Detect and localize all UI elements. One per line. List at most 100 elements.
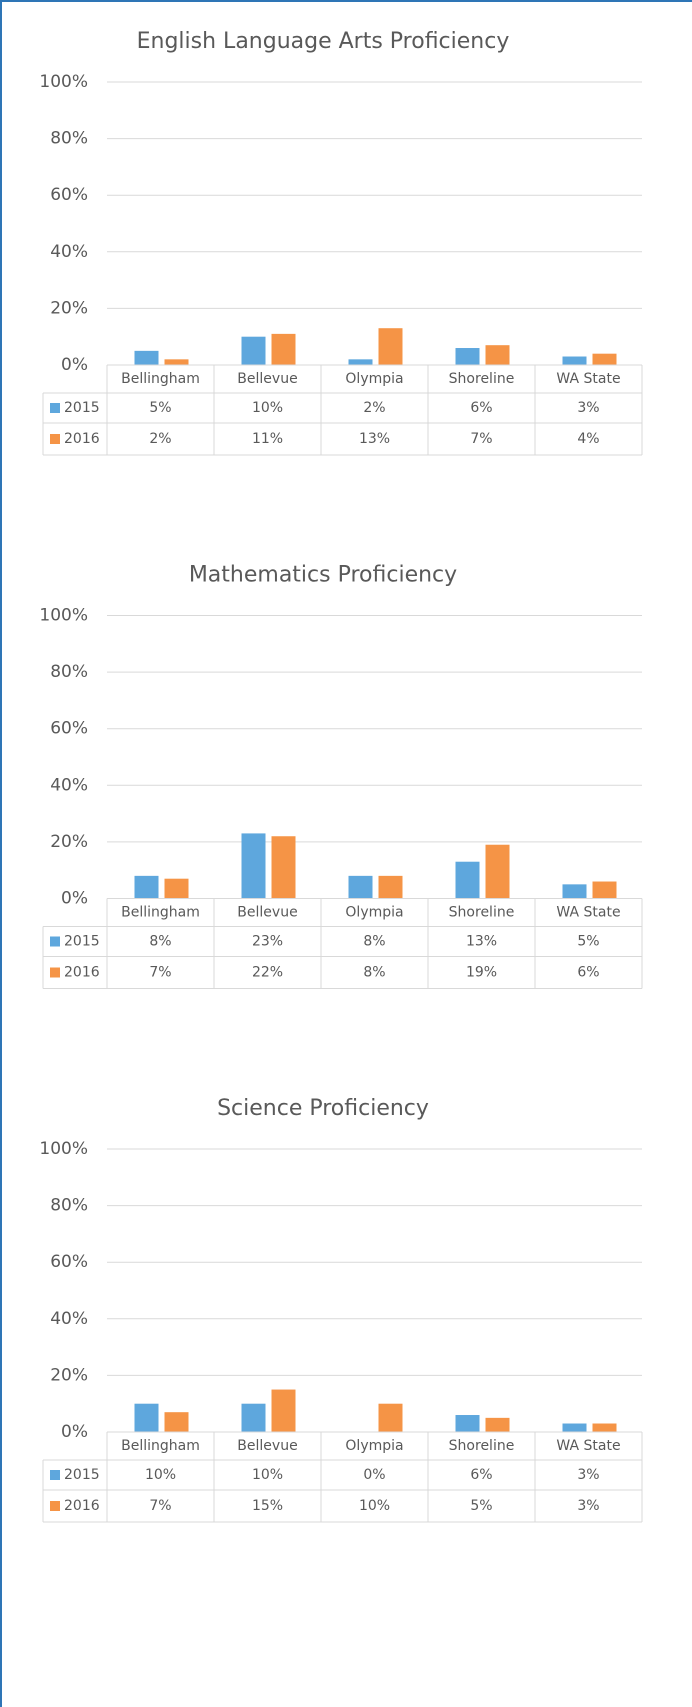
table-value: 2% [363, 400, 385, 416]
y-tick-label: 20% [50, 298, 88, 318]
bar [271, 1389, 296, 1432]
bar [271, 333, 296, 365]
table-value: 6% [470, 1467, 492, 1483]
y-tick-label: 0% [61, 1422, 88, 1442]
table-value: 5% [577, 934, 599, 950]
bar [378, 1403, 403, 1432]
category-label: Bellevue [237, 905, 297, 921]
y-tick-label: 40% [50, 242, 88, 262]
bar [164, 1412, 189, 1432]
table-value: 3% [577, 1467, 599, 1483]
table-value: 4% [577, 431, 599, 447]
legend-marker [50, 1470, 60, 1480]
y-tick-label: 0% [61, 355, 88, 375]
table-value: 2% [149, 431, 171, 447]
table-value: 0% [363, 1467, 385, 1483]
bar [455, 348, 480, 365]
legend-marker [50, 936, 60, 947]
y-tick-label: 20% [50, 1365, 88, 1385]
table-value: 7% [470, 431, 492, 447]
table-value: 6% [470, 400, 492, 416]
bar [562, 884, 587, 899]
legend-marker [50, 967, 60, 978]
table-value: 22% [252, 965, 283, 981]
bar [241, 833, 266, 899]
bar [134, 350, 159, 365]
bar [592, 881, 617, 899]
table-value: 5% [149, 400, 171, 416]
bar [592, 1423, 617, 1432]
category-label: Bellevue [237, 1438, 297, 1454]
bar [164, 878, 189, 899]
category-label: WA State [556, 905, 620, 921]
legend-label: 2015 [64, 1467, 100, 1483]
legend-marker [50, 403, 60, 413]
table-value: 11% [252, 431, 283, 447]
y-tick-label: 100% [39, 606, 88, 626]
legend-label: 2015 [64, 400, 100, 416]
category-label: Bellingham [121, 1438, 200, 1454]
legend-label: 2015 [64, 934, 100, 950]
table-value: 13% [359, 431, 390, 447]
chart-title: Mathematics Proficiency [189, 563, 457, 588]
legend-label: 2016 [64, 1498, 100, 1514]
bar [348, 359, 373, 365]
bar [485, 345, 510, 365]
table-value: 5% [470, 1498, 492, 1514]
legend-label: 2016 [64, 431, 100, 447]
y-tick-label: 20% [50, 832, 88, 852]
category-label: Olympia [345, 1438, 403, 1454]
bar [592, 353, 617, 365]
y-tick-label: 100% [39, 1139, 88, 1159]
table-value: 6% [577, 965, 599, 981]
table-value: 3% [577, 400, 599, 416]
table-value: 8% [363, 965, 385, 981]
table-value: 19% [466, 965, 497, 981]
bar [562, 356, 587, 365]
y-tick-label: 0% [61, 889, 88, 909]
y-tick-label: 80% [50, 1196, 88, 1216]
y-tick-label: 80% [50, 662, 88, 682]
table-value: 13% [466, 934, 497, 950]
bar [134, 875, 159, 899]
bar [455, 1415, 480, 1432]
table-value: 10% [145, 1467, 176, 1483]
category-label: WA State [556, 371, 620, 387]
bar [562, 1423, 587, 1432]
legend-label: 2016 [64, 965, 100, 981]
bar [485, 1417, 510, 1432]
category-label: Shoreline [449, 371, 515, 387]
table-value: 10% [252, 400, 283, 416]
bar [378, 328, 403, 365]
table-value: 15% [252, 1498, 283, 1514]
chart-title: Science Proficiency [217, 1096, 429, 1121]
table-value: 23% [252, 934, 283, 950]
category-label: WA State [556, 1438, 620, 1454]
category-label: Shoreline [449, 905, 515, 921]
table-value: 7% [149, 1498, 171, 1514]
legend-marker [50, 434, 60, 444]
y-tick-label: 60% [50, 719, 88, 739]
table-value: 10% [359, 1498, 390, 1514]
y-tick-label: 60% [50, 185, 88, 205]
table-value: 3% [577, 1498, 599, 1514]
bar [271, 836, 296, 899]
bar [378, 875, 403, 899]
bar [241, 336, 266, 365]
table-value: 8% [363, 934, 385, 950]
bar [134, 1403, 159, 1432]
bar [348, 875, 373, 899]
y-tick-label: 60% [50, 1252, 88, 1272]
table-value: 8% [149, 934, 171, 950]
category-label: Olympia [345, 905, 403, 921]
category-label: Bellevue [237, 371, 297, 387]
table-value: 10% [252, 1467, 283, 1483]
y-tick-label: 80% [50, 129, 88, 149]
table-value: 7% [149, 965, 171, 981]
y-tick-label: 40% [50, 775, 88, 795]
category-label: Bellingham [121, 371, 200, 387]
y-tick-label: 40% [50, 1309, 88, 1329]
legend-marker [50, 1501, 60, 1511]
bar [455, 861, 480, 899]
